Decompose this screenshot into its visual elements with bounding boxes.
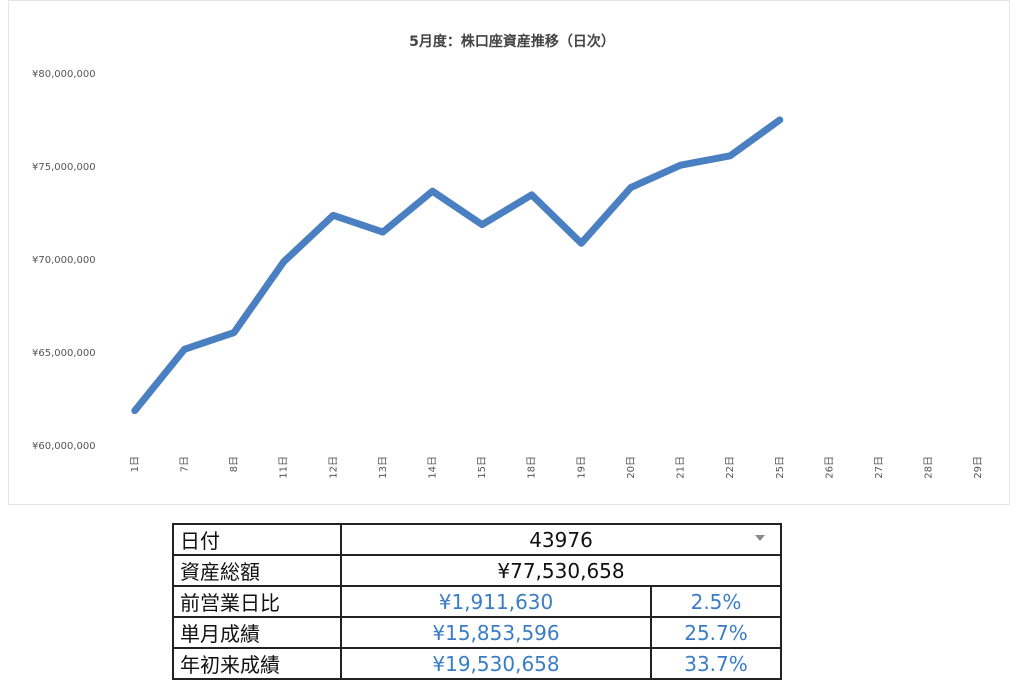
cell-value: 2.5% xyxy=(650,585,782,618)
row-label: 年初来成績 xyxy=(172,647,342,680)
chart: 5月度：株口座資産推移（日次） ¥60,000,000 ¥65,000,000 ¥7… xyxy=(32,33,984,479)
y-tick-label: ¥70,000,000 xyxy=(32,255,96,266)
table-row: 日付 43976 xyxy=(172,523,782,556)
x-tick-label: 1日 xyxy=(130,456,141,472)
y-tick-label: ¥80,000,000 xyxy=(32,69,96,80)
chart-title: 5月度：株口座資産推移（日次） xyxy=(409,33,615,50)
table-row: 年初来成績 ¥19,530,658 33.7% xyxy=(172,647,782,680)
x-tick-label: 26日 xyxy=(824,456,835,479)
x-tick-label: 28日 xyxy=(924,456,935,479)
x-tick-label: 19日 xyxy=(576,456,587,479)
x-tick-label: 18日 xyxy=(527,456,538,479)
x-tick-label: 13日 xyxy=(378,456,389,479)
x-tick-label: 21日 xyxy=(676,456,687,479)
x-tick-label: 14日 xyxy=(427,456,438,479)
row-label: 日付 xyxy=(172,523,342,556)
x-tick-label: 8日 xyxy=(229,456,240,472)
x-tick-label: 25日 xyxy=(775,456,786,479)
y-tick-label: ¥75,000,000 xyxy=(32,162,96,173)
table-row: 前営業日比 ¥1,911,630 2.5% xyxy=(172,585,782,618)
y-tick-label: ¥65,000,000 xyxy=(32,348,96,359)
x-tick-label: 27日 xyxy=(874,456,885,479)
x-tick-label: 20日 xyxy=(626,456,637,479)
y-tick-label: ¥60,000,000 xyxy=(32,441,96,452)
x-tick-label: 29日 xyxy=(973,456,984,479)
cell-value: 33.7% xyxy=(650,647,782,680)
dropdown-arrow[interactable] xyxy=(755,535,765,541)
cell-value: ¥77,530,658 xyxy=(340,554,782,587)
summary-table: 日付 43976 資産総額 ¥77,530,658 前営業日比 ¥1,911,630 2.5… xyxy=(172,523,782,680)
data-line xyxy=(131,116,784,415)
row-label: 資産総額 xyxy=(172,554,342,587)
cell-value: ¥1,911,630 xyxy=(340,585,652,618)
cell-value: ¥19,530,658 xyxy=(340,647,652,680)
cell-value: 25.7% xyxy=(650,616,782,649)
table-row: 単月成績 ¥15,853,596 25.7% xyxy=(172,616,782,649)
x-tick-label: 12日 xyxy=(328,456,339,479)
x-tick-label: 7日 xyxy=(179,456,190,472)
row-label: 前営業日比 xyxy=(172,585,342,618)
cell-value: ¥15,853,596 xyxy=(340,616,652,649)
table-row: 資産総額 ¥77,530,658 xyxy=(172,554,782,587)
row-label: 単月成績 xyxy=(172,616,342,649)
x-tick-label: 22日 xyxy=(725,456,736,479)
x-tick-label: 15日 xyxy=(477,456,488,479)
x-tick-label: 11日 xyxy=(279,456,290,479)
chart-frame xyxy=(8,0,1010,505)
cell-value[interactable]: 43976 xyxy=(340,523,782,556)
